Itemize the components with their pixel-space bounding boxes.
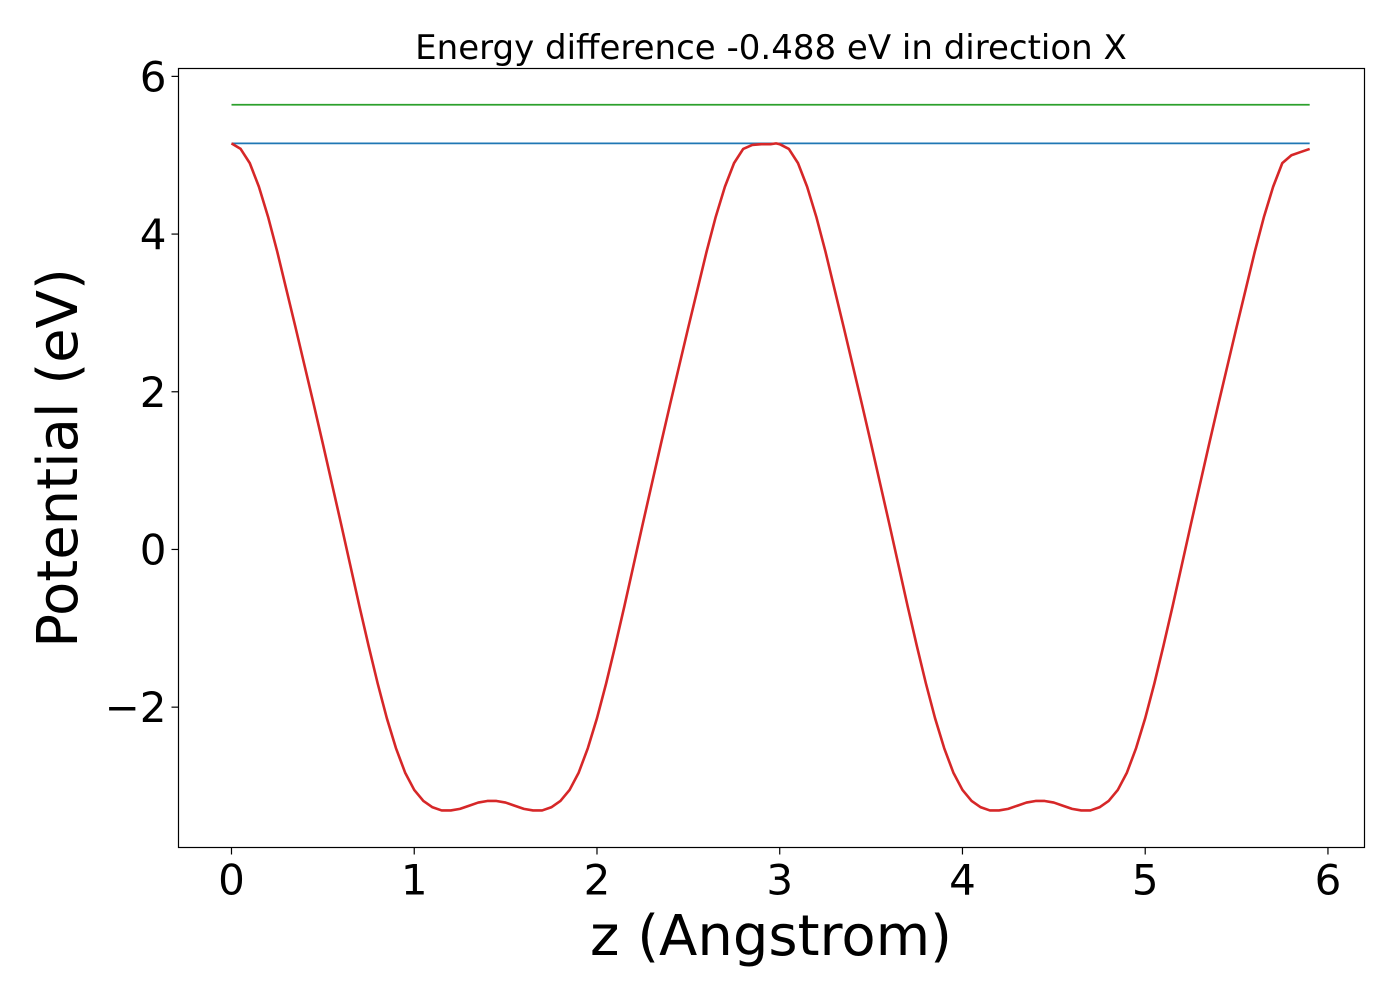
y-tick-label: 0 [140,525,167,574]
y-tick-label: 4 [140,210,167,259]
x-tick-label: 5 [1132,856,1159,905]
x-axis-label: z (Angstrom) [590,904,952,969]
x-tick-label: 3 [766,856,793,905]
y-tick-label: 2 [140,368,167,417]
x-tick-label: 1 [401,856,428,905]
y-tick-label: −2 [105,683,167,732]
x-tick-label: 0 [218,856,245,905]
y-tick-label: 6 [140,52,167,101]
chart-title: Energy difference -0.488 eV in direction… [415,28,1127,68]
plot-frame [177,67,1366,849]
x-tick-label: 2 [584,856,611,905]
series-layer [230,103,1311,812]
x-tick-label: 6 [1315,856,1342,905]
series-line-0 [230,142,1311,812]
y-axis-label: Potential (eV) [26,268,91,648]
x-tick-label: 4 [949,856,976,905]
ticks-layer: 0 1 2 3 4 5 6 −2 0 2 4 6 [105,52,1342,904]
